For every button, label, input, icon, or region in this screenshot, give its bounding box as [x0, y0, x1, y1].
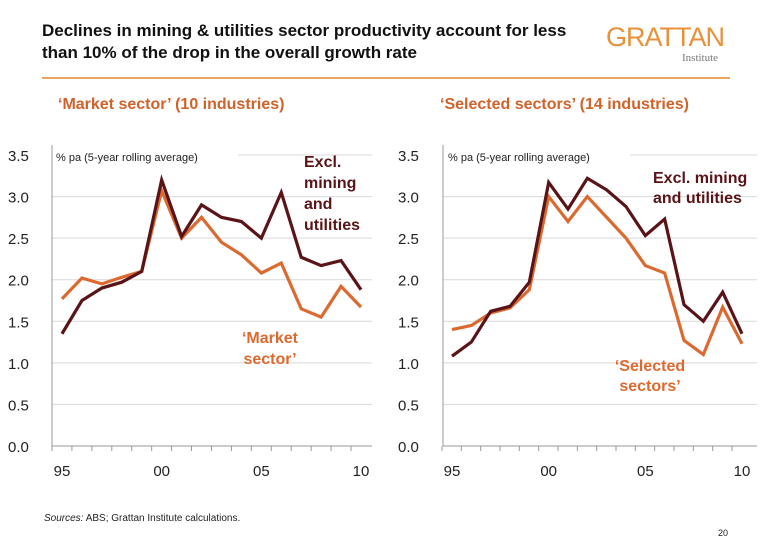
y-tick-label: 0.0	[398, 439, 419, 456]
series-line-excl	[451, 176, 744, 358]
series-label: and utilities	[653, 190, 742, 207]
series-label: mining	[304, 175, 356, 192]
y-tick-label: 0.5	[398, 397, 419, 414]
y-tick-label: 1.0	[8, 356, 29, 373]
source-text: ABS; Grattan Institute calculations.	[83, 513, 241, 524]
series-label: sectors’	[619, 378, 680, 395]
x-tick-label: 00	[540, 463, 557, 480]
series-line-sector	[60, 185, 363, 320]
chart-title-right: ‘Selected sectors’ (14 industries)	[440, 96, 689, 113]
series-label: Excl. mining	[653, 170, 747, 187]
y-tick-label: 3.0	[398, 190, 419, 207]
y-tick-label: 1.5	[398, 314, 419, 331]
series-label: sector’	[243, 351, 296, 368]
x-tick-label: 95	[54, 463, 71, 480]
series-line-sector	[451, 192, 744, 358]
y-tick-label: 3.5	[398, 148, 419, 165]
y-tick-label: 3.5	[8, 148, 29, 165]
ylabel-background	[440, 148, 630, 165]
y-tick-label: 2.0	[8, 273, 29, 290]
title-rule	[42, 77, 730, 79]
x-tick-label: 10	[353, 463, 370, 480]
x-tick-label: 05	[253, 463, 270, 480]
y-tick-label: 2.5	[8, 231, 29, 248]
y-tick-label: 1.0	[398, 356, 419, 373]
y-axis-label: % pa (5-year rolling average)	[448, 152, 590, 164]
series-label: Excl.	[304, 154, 341, 171]
slide-title: Declines in mining & utilities sector pr…	[42, 21, 567, 62]
y-tick-label: 3.0	[8, 190, 29, 207]
source-label: Sources:	[44, 513, 84, 524]
grattan-logo-sub: Institute	[682, 52, 719, 64]
y-tick-label: 0.5	[8, 397, 29, 414]
y-tick-label: 0.0	[8, 439, 29, 456]
series-label: and	[304, 196, 332, 213]
chart-title-left: ‘Market sector’ (10 industries)	[58, 96, 285, 113]
series-label: ‘Market	[242, 330, 299, 347]
y-tick-label: 1.5	[8, 314, 29, 331]
x-tick-label: 95	[444, 463, 461, 480]
y-tick-label: 2.0	[398, 273, 419, 290]
y-axis-label: % pa (5-year rolling average)	[56, 152, 198, 164]
ylabel-background	[48, 148, 238, 165]
series-label: ‘Selected	[615, 358, 685, 375]
series-line-excl	[60, 174, 363, 335]
series-label: utilities	[304, 217, 360, 234]
x-tick-label: 05	[637, 463, 654, 480]
x-tick-label: 10	[734, 463, 751, 480]
source-note: Sources: ABS; Grattan Institute calculat…	[44, 513, 240, 524]
page-number: 20	[718, 528, 729, 538]
y-tick-label: 2.5	[398, 231, 419, 248]
grattan-logo: GRATTAN	[606, 22, 725, 52]
x-tick-label: 00	[153, 463, 170, 480]
